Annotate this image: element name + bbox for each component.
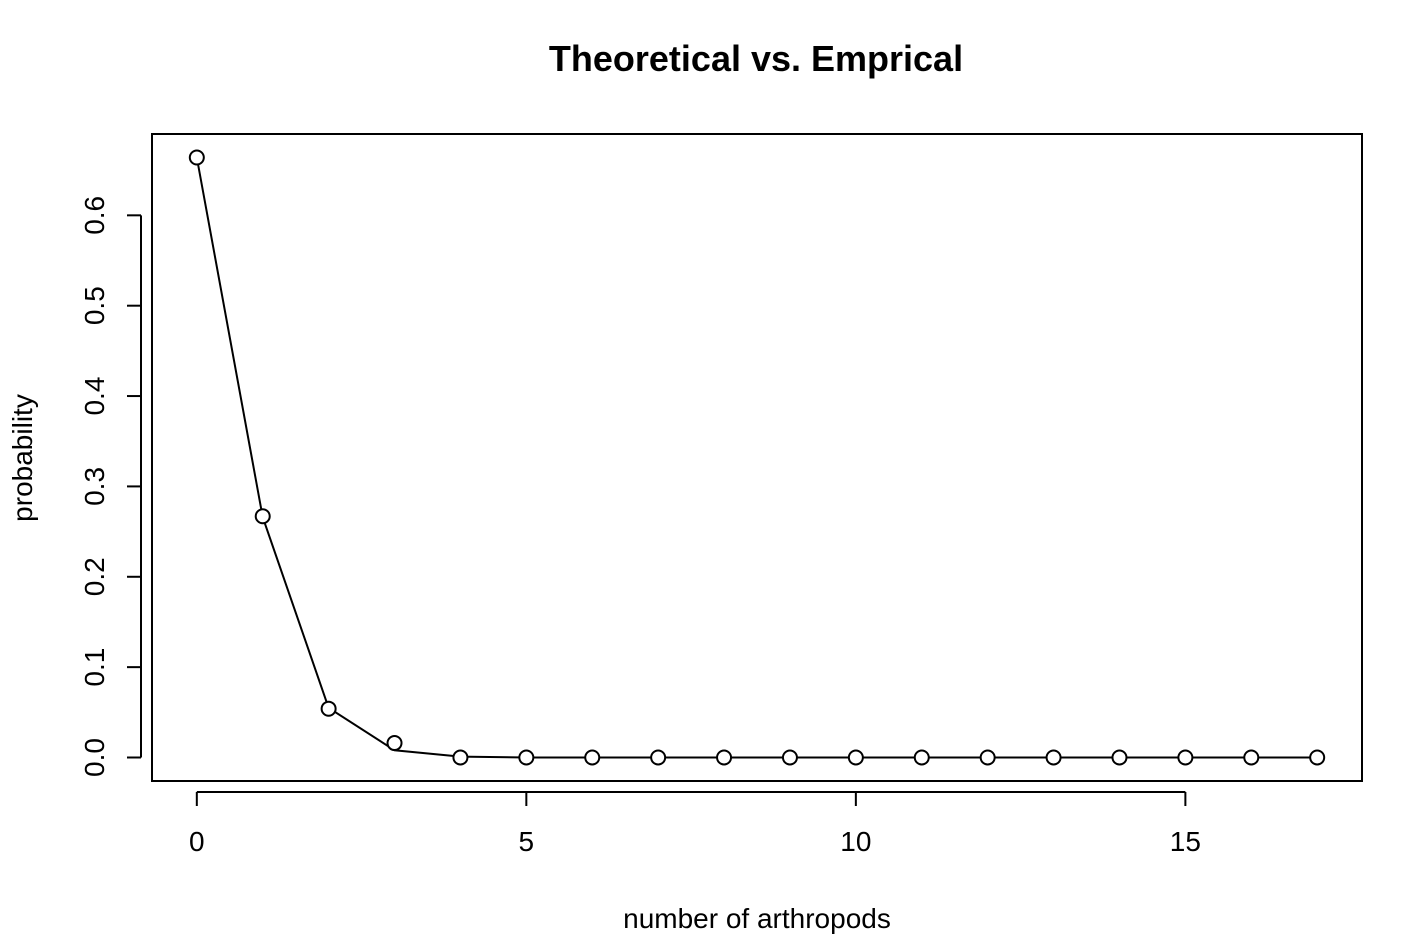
series-points-group	[188, 149, 1326, 766]
data-point	[1243, 749, 1260, 766]
x-tick-label: 0	[189, 826, 205, 857]
data-point	[913, 749, 930, 766]
y-tick-label: 0.6	[79, 196, 110, 235]
data-point	[650, 749, 667, 766]
y-tick-label: 0.2	[79, 557, 110, 596]
series-line-group	[195, 157, 1318, 759]
y-tick-label: 0.4	[79, 377, 110, 416]
y-tick-label: 0.1	[79, 648, 110, 687]
y-tick-label: 0.0	[79, 738, 110, 777]
data-point	[1309, 749, 1326, 766]
y-tick-label: 0.5	[79, 286, 110, 325]
data-point	[1177, 749, 1194, 766]
data-point	[254, 508, 271, 525]
data-point	[1111, 749, 1128, 766]
x-tick-label: 10	[840, 826, 871, 857]
data-point	[386, 735, 403, 752]
data-point	[1045, 749, 1062, 766]
x-axis-label: number of arthropods	[623, 903, 891, 934]
data-point	[452, 749, 469, 766]
data-point	[584, 749, 601, 766]
series-line	[195, 157, 1318, 759]
data-point	[781, 749, 798, 766]
x-axis: 0 5 10 15	[189, 791, 1201, 857]
y-axis: 0.0 0.1 0.2 0.3 0.4 0.5 0.6	[79, 196, 142, 777]
data-point	[188, 149, 205, 166]
data-point	[979, 749, 996, 766]
x-tick-label: 15	[1170, 826, 1201, 857]
chart-title: Theoretical vs. Emprical	[549, 38, 963, 79]
x-tick-label: 5	[519, 826, 535, 857]
plot-frame	[151, 133, 1363, 782]
y-axis-label: probability	[7, 394, 38, 522]
data-point	[518, 749, 535, 766]
y-tick-label: 0.3	[79, 467, 110, 506]
data-point	[716, 749, 733, 766]
data-point	[320, 700, 337, 717]
data-point	[847, 749, 864, 766]
